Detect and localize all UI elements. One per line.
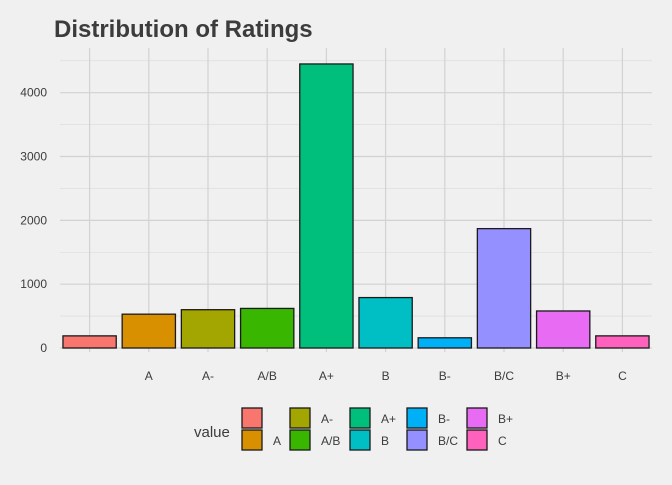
bar (417, 337, 473, 349)
legend-title: value (194, 424, 230, 441)
legend-key (466, 429, 488, 451)
bar (121, 313, 177, 349)
legend-key (289, 429, 311, 451)
x-tick-label: B- (439, 369, 451, 383)
legend-label: A/B (321, 434, 340, 448)
legend-label: B (381, 434, 389, 448)
legend-label: A- (321, 412, 333, 426)
y-tick-label: 4000 (20, 86, 47, 100)
legend-key (241, 429, 263, 451)
chart-title: Distribution of Ratings (54, 16, 313, 43)
legend-label: B/C (438, 434, 458, 448)
legend-label: A+ (381, 412, 396, 426)
x-tick-label: A (145, 369, 153, 383)
bar-layer (62, 63, 650, 349)
legend-label: B+ (498, 412, 513, 426)
bar (299, 63, 354, 349)
legend-key (406, 429, 428, 451)
x-tick-label: A- (202, 369, 214, 383)
x-tick-label: A/B (258, 369, 277, 383)
legend-key (406, 407, 428, 429)
bar (180, 309, 236, 349)
x-tick-label: B/C (494, 369, 514, 383)
tick-layer: 0 1000 2000 3000 4000 A A- A/B A+ B B- B/C B+ C (20, 86, 627, 383)
legend-key (289, 407, 311, 429)
x-tick-label: B (382, 369, 390, 383)
y-tick-label: 0 (40, 341, 47, 355)
bar (239, 307, 295, 349)
bar (595, 335, 650, 349)
grid-layer (60, 48, 652, 352)
x-tick-label: A+ (319, 369, 334, 383)
legend-label: C (498, 434, 507, 448)
y-tick-label: 1000 (20, 277, 47, 291)
bar (62, 335, 117, 349)
x-tick-label: C (618, 369, 627, 383)
bar (358, 296, 413, 349)
legend-key (241, 407, 263, 429)
y-tick-label: 2000 (20, 213, 47, 227)
legend-label: A (273, 434, 281, 448)
y-tick-label: 3000 (20, 150, 47, 164)
x-tick-label: B+ (556, 369, 571, 383)
legend-key (466, 407, 488, 429)
legend-key (349, 407, 371, 429)
legend: value A A- A/B A+ B B- B/C B+ C (194, 407, 513, 451)
bar (476, 227, 532, 349)
legend-label: B- (438, 412, 450, 426)
legend-key (349, 429, 371, 451)
bar (535, 310, 591, 349)
